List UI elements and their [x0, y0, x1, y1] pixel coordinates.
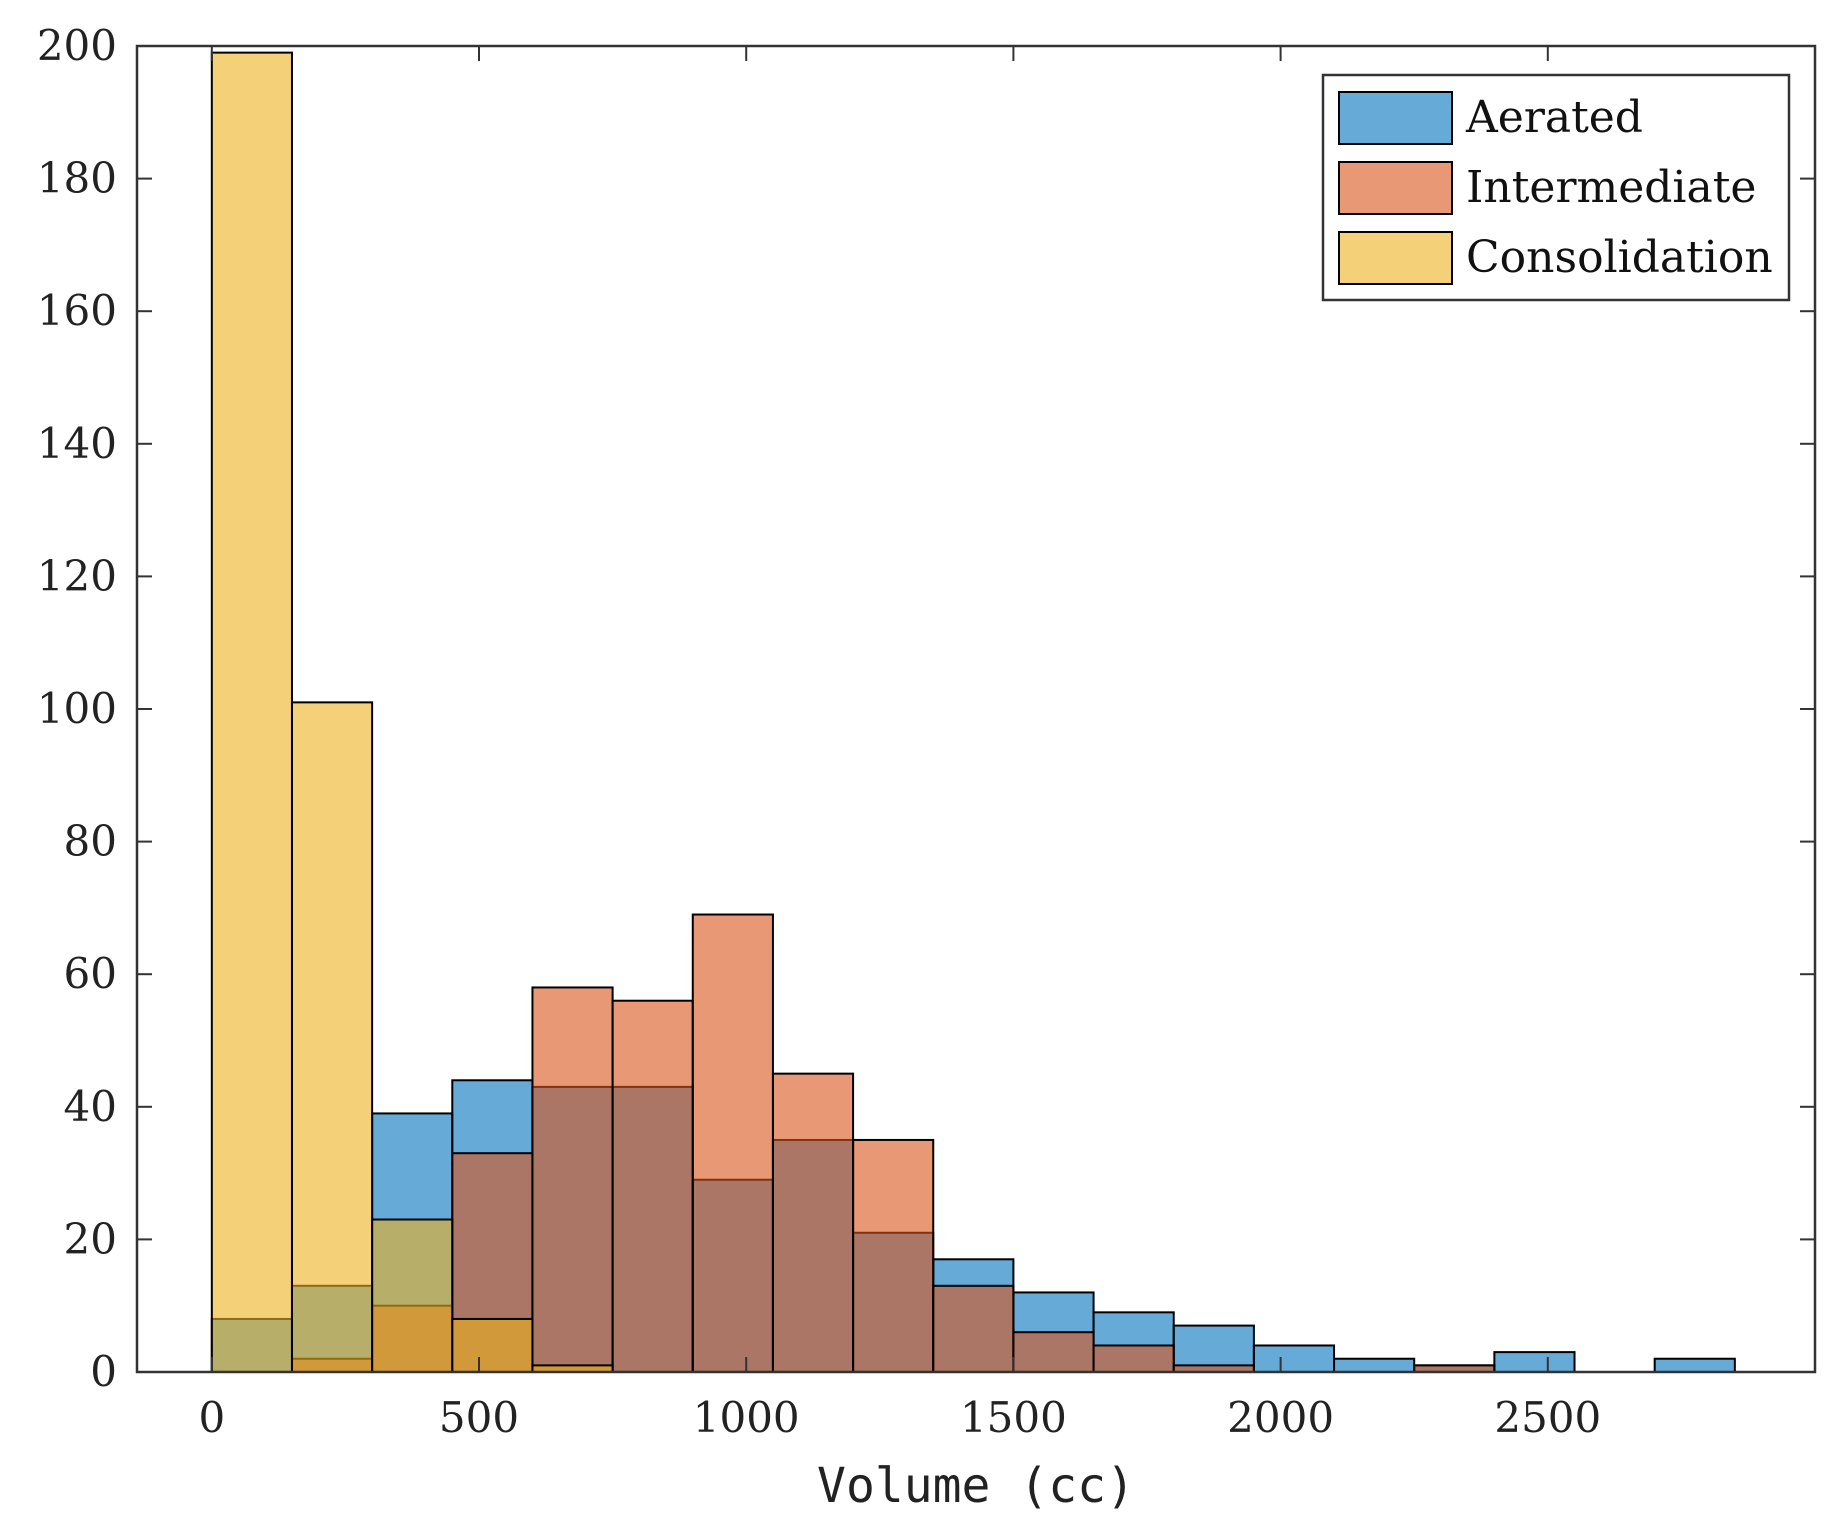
x-tick-label-3: 1500 — [960, 1393, 1067, 1442]
bar-consolidation-0 — [210, 51, 293, 1373]
x-axis-title: Volume (cc) — [817, 1458, 1135, 1514]
y-tick-label-4: 80 — [64, 817, 117, 866]
legend-swatch-aerated — [1338, 91, 1453, 145]
bar-intermediate-9 — [1012, 1331, 1095, 1373]
bar-intermediate-5 — [691, 913, 774, 1374]
legend-label-consolidation: Consolidation — [1466, 232, 1773, 283]
bar-consolidation-1 — [290, 701, 374, 1373]
y-tick-label-10: 200 — [37, 21, 117, 70]
y-tick-label-3: 60 — [64, 949, 117, 998]
tick-labels-layer: 0 500 1000 1500 2000 2500 0 20 40 60 80 100 120 140 16… — [37, 21, 1601, 1442]
bar-consolidation-2 — [371, 1218, 454, 1374]
bar-aerated-14 — [1333, 1357, 1416, 1373]
y-tick-label-6: 120 — [37, 551, 117, 600]
bars-layer — [210, 51, 1736, 1374]
x-tick-label-4: 2000 — [1227, 1393, 1334, 1442]
bar-intermediate-7 — [852, 1138, 935, 1373]
x-tick-label-1: 500 — [439, 1393, 519, 1442]
x-tick-label-5: 2500 — [1494, 1393, 1601, 1442]
legend: Aerated Intermediate Consolidation — [1321, 73, 1791, 302]
y-tick-label-7: 140 — [37, 419, 117, 468]
y-tick-label-1: 20 — [64, 1214, 117, 1263]
x-tick-label-0: 0 — [198, 1393, 225, 1442]
bar-consolidation-3 — [451, 1317, 534, 1373]
ticks-layer — [137, 45, 1815, 1373]
y-tick-label-0: 0 — [90, 1347, 117, 1396]
bar-intermediate-3 — [531, 986, 614, 1374]
y-tick-label-2: 40 — [64, 1082, 117, 1131]
x-tick-label-2: 1000 — [693, 1393, 800, 1442]
bar-intermediate-10 — [1092, 1344, 1175, 1373]
bar-aerated-16 — [1493, 1351, 1576, 1373]
legend-label-aerated: Aerated — [1465, 92, 1643, 143]
bar-aerated-13 — [1252, 1344, 1336, 1373]
y-tick-label-5: 100 — [37, 684, 117, 733]
bar-intermediate-6 — [771, 1072, 855, 1374]
y-tick-label-9: 180 — [37, 154, 117, 203]
bar-intermediate-4 — [611, 999, 694, 1373]
legend-label-intermediate: Intermediate — [1466, 162, 1756, 213]
legend-entries: Aerated Intermediate Consolidation — [1338, 91, 1773, 285]
legend-swatch-intermediate — [1338, 161, 1453, 215]
bar-intermediate-8 — [932, 1284, 1015, 1374]
y-tick-label-8: 160 — [37, 286, 117, 335]
legend-swatch-consolidation — [1338, 231, 1453, 285]
bar-aerated-17 — [1653, 1357, 1736, 1373]
